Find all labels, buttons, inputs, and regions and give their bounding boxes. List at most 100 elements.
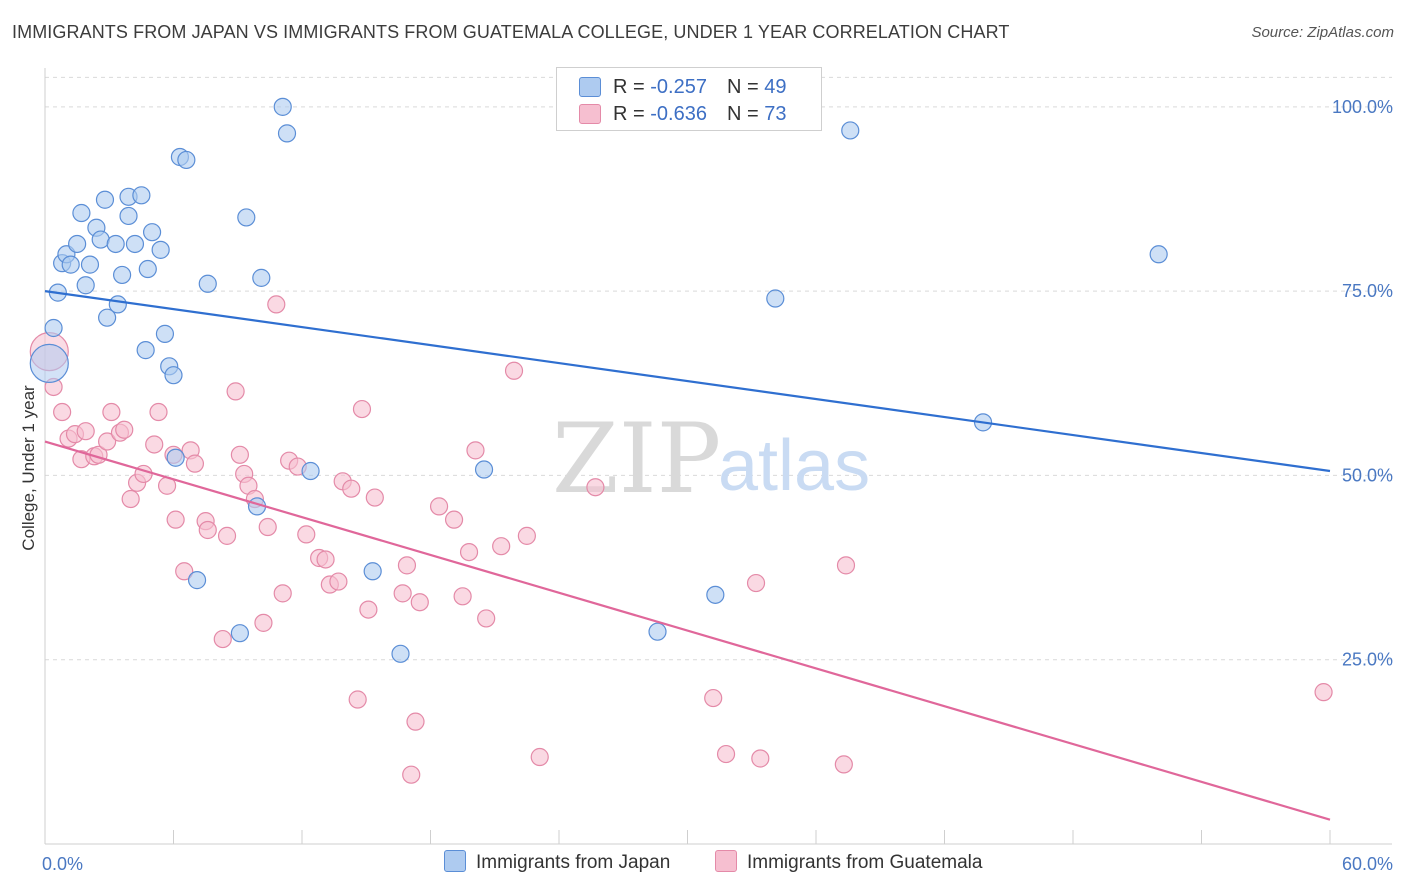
guatemala-point-48 xyxy=(359,600,378,619)
japan-point-32 xyxy=(198,274,217,293)
guatemala-n-label: N = xyxy=(726,103,765,125)
x-tick-label-1: 60.0% xyxy=(1342,854,1393,874)
guatemala-point-34 xyxy=(258,517,277,537)
japan-point-9 xyxy=(80,255,100,274)
guatemala-point-65 xyxy=(586,478,605,497)
guatemala-point-60 xyxy=(477,609,496,628)
guatemala-point-55 xyxy=(429,497,449,516)
japan-point-22 xyxy=(138,259,157,279)
japan-point-27 xyxy=(164,366,183,385)
guatemala-point-2 xyxy=(53,402,72,422)
guatemala-point-39 xyxy=(297,525,316,544)
japan-point-36 xyxy=(252,268,271,287)
guatemala-point-57 xyxy=(453,587,472,606)
guatemala-point-28 xyxy=(226,382,245,401)
guatemala-point-64 xyxy=(530,747,549,767)
japan-r-value: -0.257 xyxy=(650,76,707,98)
legend-guatemala-label: Immigrants from Guatemala xyxy=(747,852,983,873)
japan-point-39 xyxy=(301,461,320,481)
japan-point-41 xyxy=(391,644,410,663)
guatemala-r-label: R = xyxy=(613,103,651,125)
y-tick-label-0: 25.0% xyxy=(1342,650,1393,670)
guatemala-point-49 xyxy=(365,488,384,507)
guatemala-point-33 xyxy=(254,613,273,632)
japan-point-1 xyxy=(44,318,63,338)
watermark-atlas: atlas xyxy=(718,426,870,506)
series-guatemala-points xyxy=(29,295,1333,784)
guatemala-point-61 xyxy=(492,537,511,556)
guatemala-point-66 xyxy=(704,688,723,708)
japan-point-14 xyxy=(106,234,125,254)
x-tick-labels: 0.0% 60.0% xyxy=(42,854,1393,874)
guatemala-point-35 xyxy=(267,295,286,314)
guatemala-point-69 xyxy=(751,749,770,768)
guatemala-r-value: -0.636 xyxy=(650,103,707,125)
japan-swatch xyxy=(579,77,601,97)
japan-point-34 xyxy=(237,208,256,227)
japan-point-43 xyxy=(648,622,667,641)
watermark-zip: ZIP xyxy=(552,403,721,515)
guatemala-n-value: 73 xyxy=(764,103,787,125)
guatemala-point-41 xyxy=(316,550,335,569)
japan-point-44 xyxy=(706,585,725,604)
guatemala-point-71 xyxy=(836,556,856,575)
japan-point-24 xyxy=(151,240,170,259)
guatemala-point-51 xyxy=(397,556,417,575)
japan-point-40 xyxy=(363,562,382,581)
trend-lines xyxy=(44,290,1331,821)
japan-point-25 xyxy=(155,324,175,343)
guatemala-point-62 xyxy=(504,361,524,380)
guatemala-point-50 xyxy=(393,584,412,603)
japan-point-33 xyxy=(230,624,249,643)
japan-point-42 xyxy=(474,460,494,479)
japan-point-48 xyxy=(1149,245,1168,264)
series-japan-points xyxy=(29,97,1168,663)
guatemala-point-54 xyxy=(410,593,429,612)
guatemala-point-21 xyxy=(175,562,194,581)
guatemala-point-16 xyxy=(145,435,164,454)
japan-point-6 xyxy=(68,234,87,254)
guatemala-point-10 xyxy=(102,402,121,422)
japan-point-15 xyxy=(108,295,127,314)
japan-point-30 xyxy=(177,150,196,170)
guatemala-point-20 xyxy=(166,510,185,529)
axes xyxy=(44,68,1392,845)
guatemala-point-36 xyxy=(273,584,292,603)
guatemala-point-25 xyxy=(198,520,217,540)
guatemala-trend-line xyxy=(44,440,1331,821)
watermark: ZIP atlas xyxy=(552,403,870,515)
chart-source: Source: ZipAtlas.com xyxy=(1251,24,1394,41)
guatemala-point-27 xyxy=(217,526,237,545)
legend-item-guatemala: Immigrants from Guatemala xyxy=(715,850,982,874)
japan-point-13 xyxy=(98,308,117,327)
japan-point-45 xyxy=(766,289,785,308)
japan-n-value: 49 xyxy=(764,76,787,98)
legend-japan-swatch xyxy=(444,850,466,872)
japan-point-28 xyxy=(166,448,185,467)
stats-legend: R = -0.257 N = 49 R = -0.636 N = 73 xyxy=(556,67,822,131)
y-tick-labels: 25.0% 50.0% 75.0% 100.0% xyxy=(1332,97,1393,670)
legend-japan-label: Immigrants from Japan xyxy=(476,852,671,873)
guatemala-point-17 xyxy=(149,402,168,422)
japan-r-label: R = xyxy=(613,76,651,98)
japan-point-37 xyxy=(273,97,292,116)
japan-point-21 xyxy=(136,341,155,360)
guatemala-point-53 xyxy=(406,712,425,731)
guatemala-point-68 xyxy=(746,573,766,593)
guatemala-swatch xyxy=(579,104,601,124)
japan-trend-line xyxy=(44,290,1331,473)
japan-point-20 xyxy=(132,186,151,205)
x-tick-label-0: 0.0% xyxy=(42,854,83,874)
japan-point-38 xyxy=(277,124,297,143)
legend-guatemala-swatch xyxy=(715,850,737,872)
japan-n-label: N = xyxy=(726,76,765,98)
y-tick-label-2: 75.0% xyxy=(1342,281,1393,301)
guatemala-point-45 xyxy=(342,479,361,498)
guatemala-point-67 xyxy=(716,744,736,764)
japan-point-7 xyxy=(72,203,91,223)
y-tick-label-3: 100.0% xyxy=(1332,97,1393,117)
japan-point-16 xyxy=(112,265,132,285)
y-axis-label: College, Under 1 year xyxy=(19,385,38,551)
guatemala-point-6 xyxy=(76,422,95,441)
guatemala-point-58 xyxy=(459,542,479,562)
